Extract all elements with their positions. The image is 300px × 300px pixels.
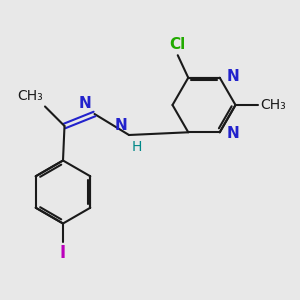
Text: N: N: [226, 126, 239, 141]
Text: N: N: [115, 118, 128, 134]
Text: I: I: [60, 244, 66, 262]
Text: CH₃: CH₃: [260, 98, 286, 112]
Text: CH₃: CH₃: [18, 89, 44, 103]
Text: Cl: Cl: [169, 37, 186, 52]
Text: H: H: [131, 140, 142, 154]
Text: N: N: [78, 96, 91, 111]
Text: N: N: [226, 69, 239, 84]
